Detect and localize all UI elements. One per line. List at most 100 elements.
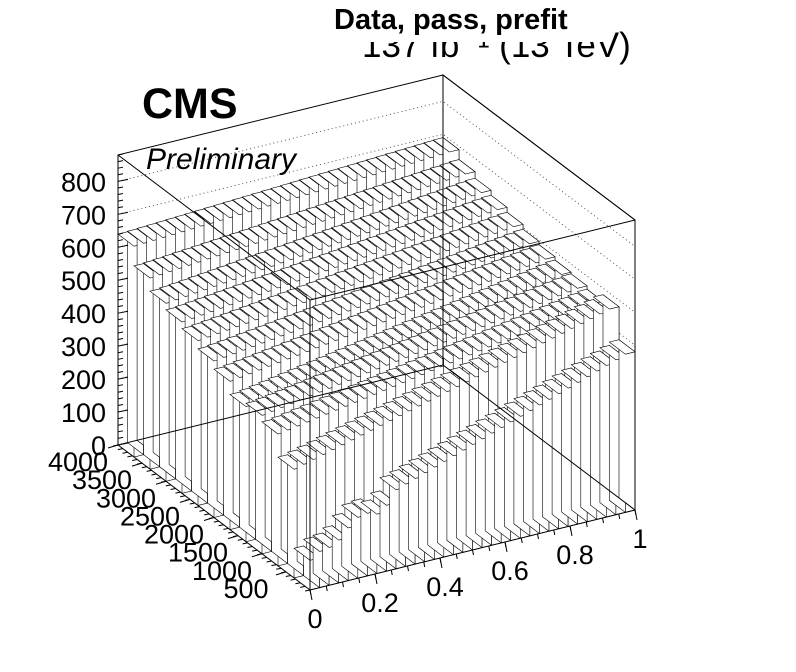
y-minor-tick bbox=[184, 498, 191, 501]
y-minor-tick bbox=[199, 509, 205, 512]
y-minor-tick bbox=[204, 513, 210, 516]
z-tick-mark bbox=[117, 351, 124, 354]
z-tick-mark bbox=[117, 272, 124, 275]
x-minor-tick bbox=[553, 529, 556, 536]
z-tick-mark bbox=[117, 305, 124, 308]
x-tick-label: 0 bbox=[307, 604, 322, 634]
y-minor-tick bbox=[156, 477, 162, 480]
z-tick-label: 300 bbox=[61, 332, 106, 362]
x-minor-tick bbox=[602, 517, 604, 524]
x-minor-tick bbox=[374, 573, 377, 580]
y-tick-label: 3500 bbox=[72, 465, 132, 495]
y-minor-tick bbox=[261, 556, 267, 559]
y-minor-tick bbox=[170, 488, 176, 490]
y-minor-tick bbox=[271, 564, 277, 567]
top-left-edge bbox=[117, 154, 311, 301]
z-tick-label: 200 bbox=[61, 365, 106, 395]
y-minor-tick bbox=[276, 567, 282, 570]
lego-bar-top bbox=[560, 273, 588, 289]
z-tick-mark bbox=[117, 442, 129, 446]
chart-title: Data, pass, prefit bbox=[334, 4, 568, 36]
y-minor-tick bbox=[194, 506, 200, 509]
y-tick-label: 1500 bbox=[168, 538, 228, 568]
y-minor-tick bbox=[290, 578, 296, 581]
z-tick-mark bbox=[117, 417, 124, 420]
y-minor-tick bbox=[132, 459, 138, 461]
z-tick-label: 100 bbox=[61, 398, 106, 428]
top-right-edge bbox=[442, 74, 636, 221]
y-minor-tick bbox=[208, 517, 215, 519]
y-tick-label: 4000 bbox=[48, 447, 108, 477]
z-tick-mark bbox=[117, 364, 124, 367]
lego-bar-top bbox=[592, 294, 620, 310]
y-minor-tick bbox=[136, 462, 143, 465]
x-minor-tick bbox=[342, 581, 344, 588]
z-tick-mark bbox=[117, 186, 124, 189]
x-tick-label: 1 bbox=[632, 524, 647, 554]
y-minor-tick bbox=[266, 560, 272, 563]
z-tick-label: 700 bbox=[61, 200, 106, 230]
z-tick-mark bbox=[117, 166, 124, 169]
z-tick-mark bbox=[117, 219, 124, 222]
z-tick-mark bbox=[117, 277, 129, 281]
z-tick-mark bbox=[117, 153, 124, 156]
z-tick-mark bbox=[117, 403, 124, 406]
lego-bar-top bbox=[544, 259, 572, 275]
lego-bar-top bbox=[480, 194, 508, 211]
y-minor-tick bbox=[151, 473, 157, 476]
z-tick-mark bbox=[117, 206, 124, 209]
z-tick-mark bbox=[117, 310, 129, 314]
z-tick-label: 600 bbox=[61, 233, 106, 263]
z-tick-mark bbox=[117, 338, 124, 341]
y-minor-tick bbox=[223, 527, 229, 530]
y-minor-tick bbox=[218, 524, 224, 527]
x-tick-label: 0.6 bbox=[491, 556, 529, 586]
lego-bar-top bbox=[496, 211, 524, 228]
title-box bbox=[316, 2, 606, 42]
z-tick-mark bbox=[117, 226, 124, 228]
x-axis-ticks: 0 0.2 0.4 0.6 0.8 1 bbox=[307, 509, 648, 634]
lego-bars bbox=[117, 136, 636, 591]
x-tick-label: 0.4 bbox=[426, 572, 464, 602]
axis-frame bbox=[117, 73, 636, 591]
z-tick-mark bbox=[117, 173, 124, 176]
x-minor-tick bbox=[504, 541, 507, 548]
y-minor-tick bbox=[247, 546, 253, 548]
z-tick-mark bbox=[117, 423, 124, 426]
y-minor-tick bbox=[175, 491, 181, 494]
y-minor-tick bbox=[180, 495, 186, 498]
front-frame bbox=[309, 219, 636, 590]
y-minor-tick bbox=[141, 466, 147, 469]
z-tick-mark bbox=[117, 390, 124, 393]
z-tick-mark bbox=[117, 376, 129, 380]
z-tick-mark bbox=[117, 239, 124, 242]
z-tick-mark bbox=[117, 252, 124, 255]
y-tick-label: 1000 bbox=[192, 556, 252, 586]
z-tick-label: 800 bbox=[61, 167, 106, 197]
y-minor-tick bbox=[122, 451, 128, 454]
y-tick-label: 2000 bbox=[144, 520, 204, 550]
y-minor-tick bbox=[237, 538, 243, 541]
z-tick-label: 400 bbox=[61, 299, 106, 329]
y-minor-tick bbox=[242, 542, 248, 545]
z-tick-mark bbox=[117, 298, 124, 301]
y-minor-tick bbox=[304, 589, 311, 592]
y-minor-tick bbox=[285, 575, 291, 577]
x-minor-tick bbox=[390, 569, 393, 576]
z-tick-mark bbox=[117, 318, 124, 321]
z-tick-mark bbox=[117, 265, 124, 268]
y-tick-label: 3000 bbox=[96, 483, 156, 513]
x-minor-tick bbox=[472, 549, 474, 556]
z-tick-mark bbox=[117, 384, 124, 387]
y-tick-label: 500 bbox=[223, 574, 268, 604]
y-minor-tick bbox=[146, 469, 152, 472]
x-minor-tick bbox=[634, 509, 637, 516]
cms-label: CMS bbox=[142, 80, 238, 128]
x-minor-tick bbox=[488, 545, 491, 552]
z-tick-mark bbox=[117, 244, 129, 248]
z-tick-mark bbox=[117, 357, 124, 360]
x-minor-tick bbox=[423, 561, 426, 568]
y-minor-tick bbox=[160, 480, 167, 483]
y-minor-tick bbox=[165, 484, 171, 487]
